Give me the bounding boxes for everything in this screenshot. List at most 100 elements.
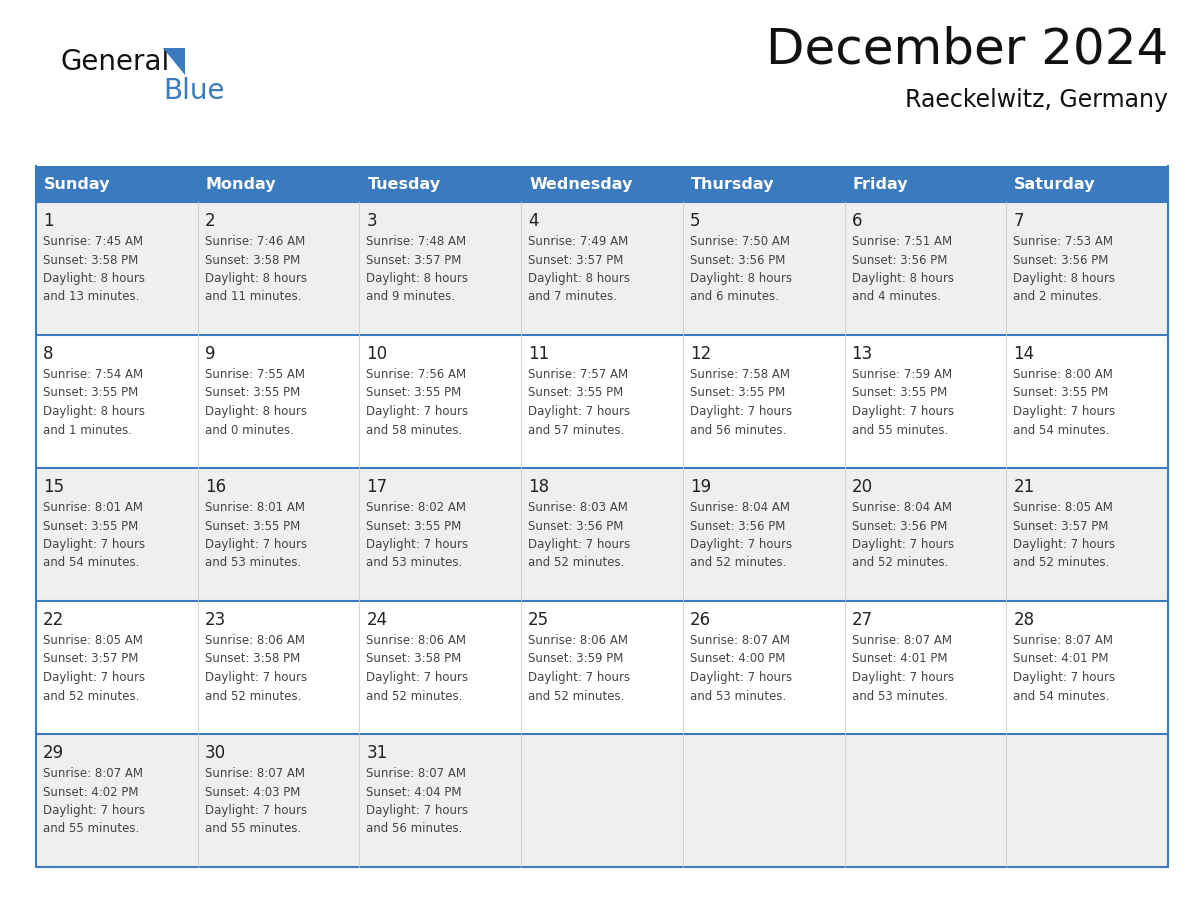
Text: and 56 minutes.: and 56 minutes. <box>690 423 786 436</box>
Text: and 0 minutes.: and 0 minutes. <box>204 423 293 436</box>
Text: General: General <box>61 48 169 76</box>
Text: Daylight: 7 hours: Daylight: 7 hours <box>690 538 792 551</box>
Text: and 6 minutes.: and 6 minutes. <box>690 290 779 304</box>
Text: and 54 minutes.: and 54 minutes. <box>1013 689 1110 702</box>
Text: Sunrise: 8:07 AM: Sunrise: 8:07 AM <box>204 767 304 780</box>
Text: Thursday: Thursday <box>691 176 775 192</box>
Text: Daylight: 7 hours: Daylight: 7 hours <box>43 671 145 684</box>
Text: 18: 18 <box>529 478 549 496</box>
Bar <box>522 166 683 202</box>
Text: 11: 11 <box>529 345 549 363</box>
Text: Daylight: 8 hours: Daylight: 8 hours <box>43 405 145 418</box>
Text: and 52 minutes.: and 52 minutes. <box>529 556 625 569</box>
Text: and 11 minutes.: and 11 minutes. <box>204 290 302 304</box>
Text: and 56 minutes.: and 56 minutes. <box>366 823 463 835</box>
Text: Sunset: 4:00 PM: Sunset: 4:00 PM <box>690 653 785 666</box>
Text: and 57 minutes.: and 57 minutes. <box>529 423 625 436</box>
Text: and 54 minutes.: and 54 minutes. <box>1013 423 1110 436</box>
Text: Sunset: 3:56 PM: Sunset: 3:56 PM <box>529 520 624 532</box>
Text: Daylight: 7 hours: Daylight: 7 hours <box>852 405 954 418</box>
Text: and 52 minutes.: and 52 minutes. <box>529 689 625 702</box>
Text: 29: 29 <box>43 744 64 762</box>
Bar <box>1006 166 1168 202</box>
Text: Sunrise: 7:50 AM: Sunrise: 7:50 AM <box>690 235 790 248</box>
Text: Sunrise: 8:03 AM: Sunrise: 8:03 AM <box>529 501 628 514</box>
Text: Sunset: 3:55 PM: Sunset: 3:55 PM <box>1013 386 1108 399</box>
Text: Sunrise: 8:01 AM: Sunrise: 8:01 AM <box>204 501 304 514</box>
Text: Sunrise: 7:56 AM: Sunrise: 7:56 AM <box>366 368 467 381</box>
Text: Sunrise: 8:04 AM: Sunrise: 8:04 AM <box>852 501 952 514</box>
Text: Sunset: 3:57 PM: Sunset: 3:57 PM <box>1013 520 1108 532</box>
Text: 9: 9 <box>204 345 215 363</box>
Text: Daylight: 7 hours: Daylight: 7 hours <box>852 538 954 551</box>
Text: Daylight: 7 hours: Daylight: 7 hours <box>529 405 631 418</box>
Text: Sunrise: 8:07 AM: Sunrise: 8:07 AM <box>852 634 952 647</box>
Text: 17: 17 <box>366 478 387 496</box>
Text: Sunrise: 8:06 AM: Sunrise: 8:06 AM <box>204 634 304 647</box>
Text: and 4 minutes.: and 4 minutes. <box>852 290 941 304</box>
Text: Daylight: 7 hours: Daylight: 7 hours <box>204 804 307 817</box>
Text: Sunset: 3:58 PM: Sunset: 3:58 PM <box>204 653 299 666</box>
Text: Sunrise: 7:55 AM: Sunrise: 7:55 AM <box>204 368 304 381</box>
Text: Sunrise: 7:51 AM: Sunrise: 7:51 AM <box>852 235 952 248</box>
Text: Sunset: 3:55 PM: Sunset: 3:55 PM <box>852 386 947 399</box>
Text: Sunset: 3:57 PM: Sunset: 3:57 PM <box>529 253 624 266</box>
Text: 14: 14 <box>1013 345 1035 363</box>
Text: Daylight: 8 hours: Daylight: 8 hours <box>366 272 468 285</box>
Text: 23: 23 <box>204 611 226 629</box>
Text: Sunrise: 7:45 AM: Sunrise: 7:45 AM <box>43 235 143 248</box>
Text: 4: 4 <box>529 212 538 230</box>
Text: Daylight: 7 hours: Daylight: 7 hours <box>366 804 468 817</box>
Text: Daylight: 8 hours: Daylight: 8 hours <box>204 405 307 418</box>
Text: Sunrise: 7:54 AM: Sunrise: 7:54 AM <box>43 368 143 381</box>
Bar <box>36 601 1168 734</box>
Text: Sunset: 3:56 PM: Sunset: 3:56 PM <box>852 253 947 266</box>
Text: Sunset: 3:58 PM: Sunset: 3:58 PM <box>366 653 462 666</box>
Polygon shape <box>163 48 185 75</box>
Text: 22: 22 <box>43 611 64 629</box>
Text: Sunset: 3:56 PM: Sunset: 3:56 PM <box>1013 253 1108 266</box>
Text: and 55 minutes.: and 55 minutes. <box>43 823 139 835</box>
Text: Tuesday: Tuesday <box>367 176 441 192</box>
Text: Daylight: 7 hours: Daylight: 7 hours <box>1013 671 1116 684</box>
Text: Sunrise: 7:46 AM: Sunrise: 7:46 AM <box>204 235 305 248</box>
Text: Daylight: 7 hours: Daylight: 7 hours <box>366 405 468 418</box>
Text: 16: 16 <box>204 478 226 496</box>
Text: Sunset: 3:57 PM: Sunset: 3:57 PM <box>43 653 138 666</box>
Text: Daylight: 7 hours: Daylight: 7 hours <box>366 538 468 551</box>
Text: Daylight: 7 hours: Daylight: 7 hours <box>1013 538 1116 551</box>
Text: Sunset: 4:01 PM: Sunset: 4:01 PM <box>1013 653 1108 666</box>
Text: and 58 minutes.: and 58 minutes. <box>366 423 462 436</box>
Text: 28: 28 <box>1013 611 1035 629</box>
Text: Daylight: 7 hours: Daylight: 7 hours <box>204 671 307 684</box>
Text: Daylight: 8 hours: Daylight: 8 hours <box>690 272 792 285</box>
Bar <box>36 202 1168 335</box>
Text: Daylight: 7 hours: Daylight: 7 hours <box>43 804 145 817</box>
Text: Daylight: 8 hours: Daylight: 8 hours <box>529 272 630 285</box>
Text: Sunrise: 7:58 AM: Sunrise: 7:58 AM <box>690 368 790 381</box>
Text: Daylight: 7 hours: Daylight: 7 hours <box>690 405 792 418</box>
Text: 30: 30 <box>204 744 226 762</box>
Text: Daylight: 7 hours: Daylight: 7 hours <box>852 671 954 684</box>
Text: and 7 minutes.: and 7 minutes. <box>529 290 617 304</box>
Text: 26: 26 <box>690 611 710 629</box>
Text: 6: 6 <box>852 212 862 230</box>
Text: Sunrise: 8:01 AM: Sunrise: 8:01 AM <box>43 501 143 514</box>
Text: Sunrise: 8:07 AM: Sunrise: 8:07 AM <box>43 767 143 780</box>
Bar <box>36 734 1168 867</box>
Bar <box>36 166 197 202</box>
Text: Sunset: 3:59 PM: Sunset: 3:59 PM <box>529 653 624 666</box>
Text: Wednesday: Wednesday <box>529 176 632 192</box>
Text: 12: 12 <box>690 345 712 363</box>
Text: Sunset: 3:55 PM: Sunset: 3:55 PM <box>366 386 462 399</box>
Bar <box>845 166 1006 202</box>
Text: 2: 2 <box>204 212 215 230</box>
Text: Sunrise: 8:07 AM: Sunrise: 8:07 AM <box>1013 634 1113 647</box>
Bar <box>36 468 1168 601</box>
Text: Sunrise: 8:04 AM: Sunrise: 8:04 AM <box>690 501 790 514</box>
Text: Sunset: 3:55 PM: Sunset: 3:55 PM <box>529 386 624 399</box>
Text: Daylight: 7 hours: Daylight: 7 hours <box>529 671 631 684</box>
Text: Friday: Friday <box>853 176 908 192</box>
Text: 24: 24 <box>366 611 387 629</box>
Text: Sunrise: 8:07 AM: Sunrise: 8:07 AM <box>690 634 790 647</box>
